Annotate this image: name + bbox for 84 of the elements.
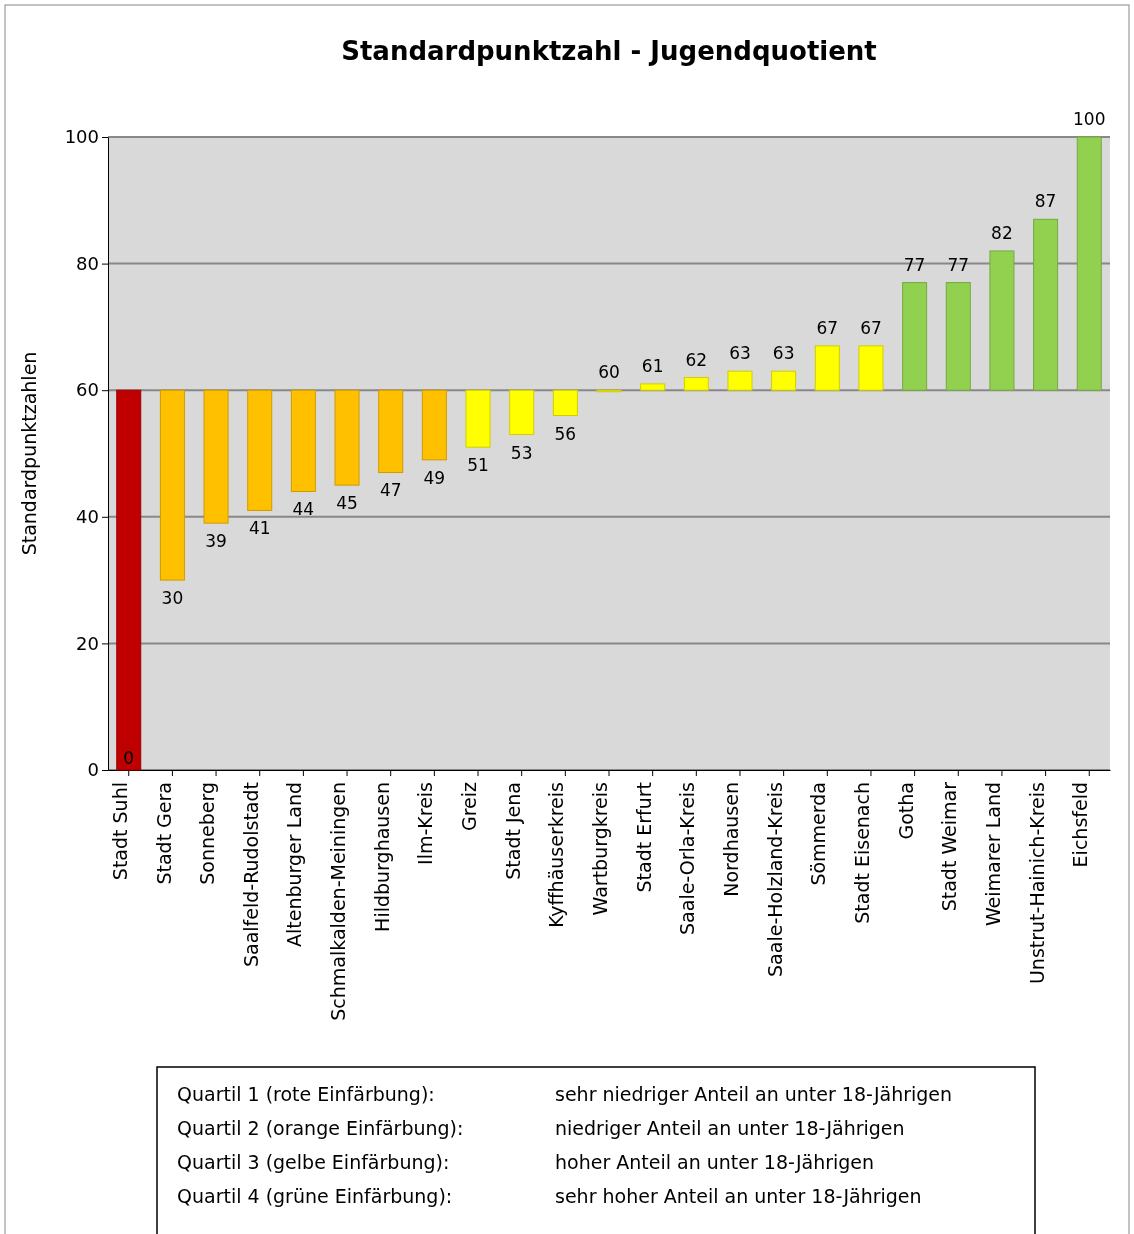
- text: sehr niedriger Anteil an unter 18-Jährigen: [555, 1083, 953, 1105]
- x-tick-label: Weimarer Land: [982, 782, 1005, 927]
- bar: [640, 383, 666, 391]
- data-label: 39: [205, 531, 227, 552]
- bar: [421, 389, 447, 461]
- data-label: 51: [467, 455, 489, 476]
- y-tick-label: 20: [76, 632, 99, 654]
- data-label: 30: [161, 588, 184, 609]
- bar: [509, 389, 535, 436]
- x-tick-label: Nordhausen: [720, 782, 743, 897]
- x-tick-label: Saale-Orla-Kreis: [676, 782, 699, 935]
- data-label: 49: [423, 467, 446, 488]
- bar: [989, 250, 1015, 391]
- data-label: 41: [248, 518, 271, 539]
- y-tick-label: 100: [64, 126, 99, 148]
- data-label: 82: [991, 222, 1013, 243]
- x-tick-label: Gotha: [894, 782, 917, 840]
- bar: [683, 377, 709, 391]
- chart-title: Standardpunktzahl - Jugendquotient: [341, 36, 877, 66]
- data-label: 77: [947, 254, 970, 275]
- x-tick-label: Hildburghausen: [370, 782, 393, 932]
- data-label: 56: [554, 423, 577, 444]
- bar: [203, 389, 229, 524]
- x-tick-label: Greiz: [458, 781, 481, 832]
- x-tick-label: Stadt Gera: [152, 782, 175, 885]
- data-label: 0: [123, 748, 135, 768]
- data-label: 45: [336, 493, 358, 514]
- bar: [1076, 136, 1102, 391]
- data-label: 77: [903, 254, 926, 275]
- data-label: 63: [772, 343, 795, 364]
- bar: [1033, 218, 1059, 391]
- x-tick-label: Stadt Weimar: [938, 781, 961, 912]
- text: Quartil 3 (gelbe Einfärbung):: [177, 1151, 450, 1173]
- bar: [378, 389, 404, 473]
- x-tick-label: Saalfeld-Rudolstadt: [239, 782, 262, 968]
- bar: [247, 389, 273, 511]
- data-label: 100: [1073, 109, 1106, 129]
- data-label: 61: [641, 355, 664, 376]
- data-label: 67: [860, 317, 882, 338]
- text: Quartil 1 (rote Einfärbung):: [177, 1083, 435, 1105]
- data-label: 53: [510, 442, 533, 463]
- data-label: 63: [729, 343, 751, 364]
- bar: [945, 282, 971, 391]
- x-tick-label: Stadt Erfurt: [632, 782, 655, 893]
- y-tick-label: 40: [76, 506, 99, 528]
- bar: [290, 389, 316, 492]
- text: Quartil 2 (orange Einfärbung):: [177, 1117, 464, 1139]
- x-tick-label: Stadt Eisenach: [851, 782, 874, 924]
- data-label: 87: [1034, 191, 1057, 212]
- bar: [334, 389, 360, 486]
- text: hoher Anteil an unter 18-Jährigen: [555, 1151, 875, 1173]
- y-tick-label: 0: [87, 759, 99, 781]
- x-tick-label: Unstrut-Hainich-Kreis: [1025, 782, 1048, 985]
- text: sehr hoher Anteil an unter 18-Jährigen: [555, 1185, 922, 1207]
- x-tick-label: Sömmerda: [807, 782, 830, 886]
- x-tick-label: Schmalkalden-Meiningen: [327, 782, 350, 1021]
- x-tick-label: Altenburger Land: [283, 782, 306, 947]
- bar: [858, 345, 884, 391]
- bar: [727, 370, 753, 391]
- y-tick-label: 80: [76, 252, 99, 274]
- data-label: 60: [598, 362, 620, 383]
- bar: [465, 389, 491, 448]
- data-label: 67: [816, 317, 839, 338]
- x-tick-label: Stadt Jena: [501, 782, 524, 880]
- text: niedriger Anteil an unter 18-Jährigen: [555, 1117, 905, 1139]
- data-label: 47: [379, 480, 402, 501]
- data-label: 62: [685, 349, 708, 370]
- y-tick-label: 60: [76, 379, 99, 401]
- bar: [552, 389, 578, 417]
- text: Quartil 4 (grüne Einfärbung):: [177, 1185, 453, 1207]
- x-tick-label: Wartburgkreis: [589, 782, 612, 916]
- x-tick-label: Eichsfeld: [1069, 782, 1092, 868]
- bar: [902, 282, 928, 391]
- bar: [116, 389, 142, 771]
- y-axis-title: Standardpunktzahlen: [18, 351, 40, 556]
- data-label: 44: [292, 499, 315, 520]
- x-tick-label: Saale-Holzland-Kreis: [763, 782, 786, 977]
- bar: [771, 370, 797, 391]
- bar: [159, 389, 185, 581]
- x-tick-label: Sonneberg: [196, 782, 219, 885]
- bar: [814, 345, 840, 391]
- x-tick-label: Ilm-Kreis: [414, 782, 437, 865]
- x-tick-label: Kyffhäuserkreis: [545, 782, 568, 928]
- x-tick-label: Stadt Suhl: [108, 782, 131, 881]
